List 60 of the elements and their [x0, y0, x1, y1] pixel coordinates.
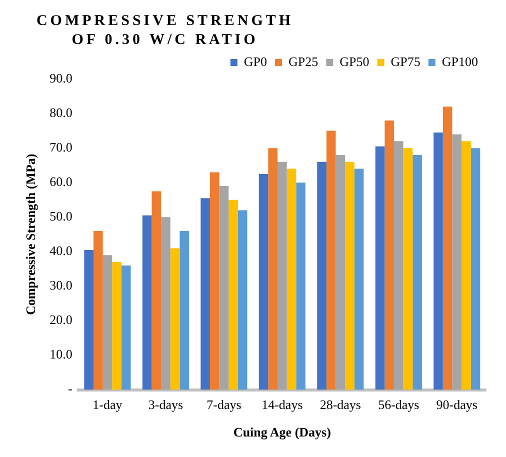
bar	[161, 217, 170, 390]
x-tick-label: 1-day	[92, 397, 123, 412]
bar	[142, 215, 152, 390]
x-tick-label: 90-days	[436, 397, 478, 412]
legend-label: GP75	[390, 54, 420, 69]
bar	[384, 120, 394, 390]
x-tick-label: 7-days	[206, 397, 242, 412]
bar	[238, 210, 248, 390]
legend-label: GP25	[288, 54, 318, 69]
y-tick-label: 80.0	[50, 104, 72, 120]
bar	[345, 162, 354, 390]
x-axis-title: Cuing Age (Days)	[233, 424, 331, 440]
bar	[412, 154, 422, 390]
bar	[258, 174, 268, 390]
bar	[112, 262, 122, 390]
x-tick-label: 3-days	[148, 397, 184, 412]
bar	[317, 162, 326, 390]
y-tick-label: 50.0	[50, 208, 72, 224]
bar	[394, 141, 404, 390]
bar	[228, 200, 238, 390]
x-tick-label: 14-days	[262, 397, 303, 412]
y-tick-label: 20.0	[50, 312, 72, 328]
bar	[403, 148, 413, 390]
bar	[219, 186, 229, 390]
bar	[336, 154, 346, 390]
y-tick-label: 10.0	[50, 346, 72, 362]
x-tick-label: 28-days	[320, 397, 361, 412]
bar	[210, 172, 220, 390]
bar	[102, 255, 112, 390]
chart-title: COMPRESSIVE STRENGTH OF 0.30 W/C RATIO	[35, 12, 295, 50]
y-axis-title: Compressive Strength (MPa)	[23, 154, 38, 316]
bar	[296, 182, 306, 390]
bar	[354, 168, 364, 390]
bar	[170, 248, 180, 390]
bar	[268, 148, 278, 390]
bar	[375, 146, 385, 390]
legend-label: GP100	[442, 54, 478, 69]
y-tick-label: 40.0	[50, 243, 72, 258]
y-tick-label: 70.0	[50, 139, 72, 154]
bar	[121, 265, 131, 390]
bar	[180, 230, 189, 390]
bar	[434, 132, 443, 390]
bar	[200, 198, 210, 390]
y-tick-label: 30.0	[50, 278, 72, 293]
bar	[84, 250, 94, 390]
bar	[470, 148, 480, 390]
x-tick-label: 56-days	[378, 397, 420, 412]
bar	[326, 130, 336, 390]
bar	[278, 162, 287, 390]
legend-label: GP50	[340, 54, 370, 69]
bar	[286, 168, 296, 390]
y-tick-label: 90.0	[50, 70, 72, 86]
legend-label: GP0	[244, 54, 268, 69]
y-tick-label: 60.0	[50, 174, 72, 190]
bar	[93, 230, 103, 390]
bar	[462, 141, 471, 390]
y-tick-label: -	[68, 381, 72, 396]
bar	[442, 106, 452, 390]
bar	[452, 134, 462, 390]
bar	[152, 191, 162, 390]
